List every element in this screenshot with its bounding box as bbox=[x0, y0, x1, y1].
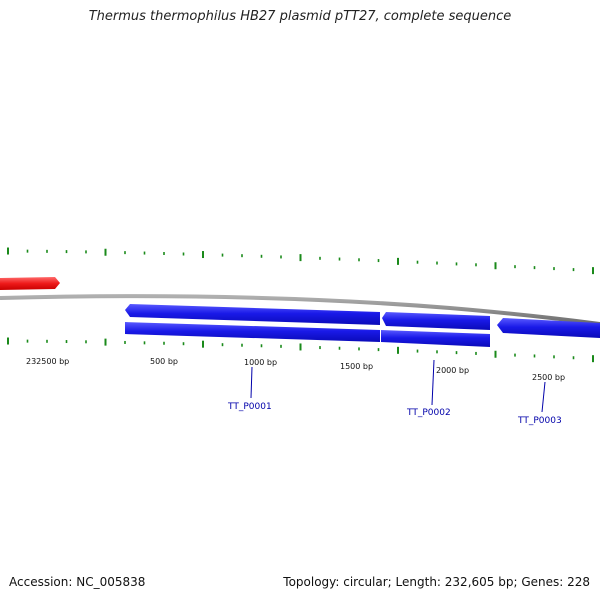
gene-TT_P0002-lower-bar bbox=[381, 330, 490, 347]
scale-label-1500: 1500 bp bbox=[340, 362, 373, 371]
sequence-summary: Topology: circular; Length: 232,605 bp; … bbox=[283, 575, 590, 589]
scale-label-2000: 2000 bp bbox=[436, 366, 469, 375]
gene-TT_P0003-upper-arrow bbox=[497, 318, 600, 338]
gene-TT_P0003-leader-line bbox=[541, 381, 546, 413]
gene-TT_P0001-leader-line bbox=[250, 366, 253, 399]
forward-feature-arrow bbox=[0, 277, 60, 290]
scale-label-232500: 232500 bp bbox=[26, 357, 69, 366]
gene-TT_P0002-leader-line bbox=[431, 359, 435, 406]
map-title: Thermus thermophilus HB27 plasmid pTT27,… bbox=[88, 9, 512, 24]
gene-label-TT_P0003[interactable]: TT_P0003 bbox=[517, 416, 562, 426]
accession-label: Accession: NC_005838 bbox=[9, 575, 146, 589]
scale-label-2500: 2500 bp bbox=[532, 373, 565, 382]
plasmid-backbone-arc bbox=[0, 294, 600, 326]
gene-label-TT_P0002[interactable]: TT_P0002 bbox=[406, 408, 451, 418]
gene-TT_P0001-lower-bar bbox=[125, 322, 380, 342]
scale-label-500: 500 bp bbox=[150, 357, 178, 366]
gene-TT_P0001-upper-arrow bbox=[125, 304, 380, 325]
inner-tick-marks bbox=[7, 337, 594, 363]
outer-tick-marks bbox=[7, 247, 594, 275]
scale-label-1000: 1000 bp bbox=[244, 358, 277, 367]
gene-TT_P0002-upper-arrow bbox=[382, 312, 490, 330]
gene-label-TT_P0001[interactable]: TT_P0001 bbox=[227, 402, 272, 412]
